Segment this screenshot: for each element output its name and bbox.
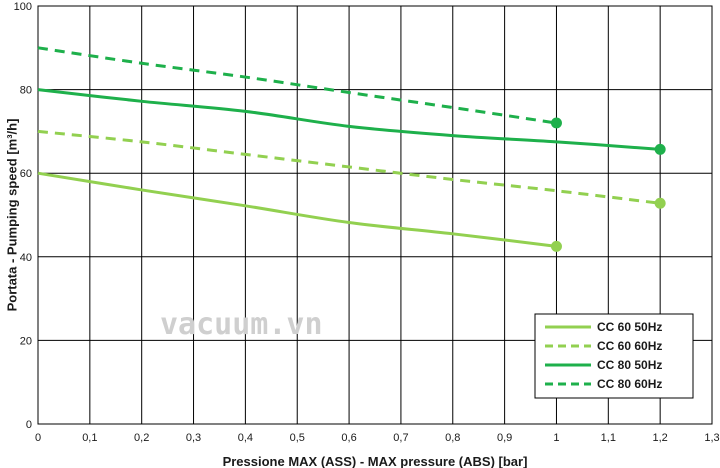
series-end-marker-0 xyxy=(550,240,562,252)
x-tick-label: 0,8 xyxy=(445,432,460,444)
y-tick-label: 80 xyxy=(20,85,32,97)
legend-label: CC 60 50Hz xyxy=(597,320,662,334)
plot-area-border xyxy=(37,5,713,425)
x-tick-label: 0,5 xyxy=(290,432,305,444)
legend-label: CC 80 60Hz xyxy=(597,377,662,391)
legend: CC 60 50Hz CC 60 60Hz CC 80 50Hz CC 80 60Hz xyxy=(534,313,694,399)
series-group xyxy=(37,46,666,252)
series-line-2 xyxy=(37,88,661,151)
x-tick-label: 0,6 xyxy=(341,432,356,444)
series-end-marker-3 xyxy=(550,117,562,129)
x-tick-label: 0,2 xyxy=(134,432,149,444)
y-axis-title: Portata - Pumping speed [m³/h] xyxy=(5,119,20,312)
x-tick-label: 1,2 xyxy=(653,432,668,444)
x-tick-label: 0,9 xyxy=(497,432,512,444)
x-tick-label: 1,1 xyxy=(601,432,616,444)
series-end-marker-2 xyxy=(654,143,666,155)
y-tick-label: 40 xyxy=(20,252,32,264)
series-end-marker-1 xyxy=(654,197,666,209)
y-tick-label: 0 xyxy=(26,419,32,431)
x-axis-title: Pressione MAX (ASS) - MAX pressure (ABS)… xyxy=(223,454,528,468)
series-line-1 xyxy=(37,129,661,205)
x-tick-label: 0 xyxy=(35,432,41,444)
watermark: vacuum.vn xyxy=(160,307,323,342)
x-tick-label: 1 xyxy=(553,432,559,444)
series-line-3 xyxy=(37,46,557,125)
x-tick-label: 0,1 xyxy=(82,432,97,444)
x-tick-label: 0,3 xyxy=(186,432,201,444)
x-axis-ticks: 0 0,1 0,2 0,3 0,4 0,5 0,6 0,7 0,8 0,9 1 1,1 1,2 1,3 xyxy=(35,432,720,444)
y-axis-ticks: 0 20 40 60 80 100 xyxy=(14,1,32,431)
y-tick-label: 20 xyxy=(20,335,32,347)
x-tick-label: 0,7 xyxy=(393,432,408,444)
x-tick-label: 0,4 xyxy=(238,432,253,444)
y-tick-label: 60 xyxy=(20,168,32,180)
y-tick-label: 100 xyxy=(14,1,32,13)
legend-label: CC 60 60Hz xyxy=(597,339,662,353)
x-tick-label: 1,3 xyxy=(704,432,719,444)
legend-label: CC 80 50Hz xyxy=(597,358,662,372)
series-line-0 xyxy=(37,171,557,248)
